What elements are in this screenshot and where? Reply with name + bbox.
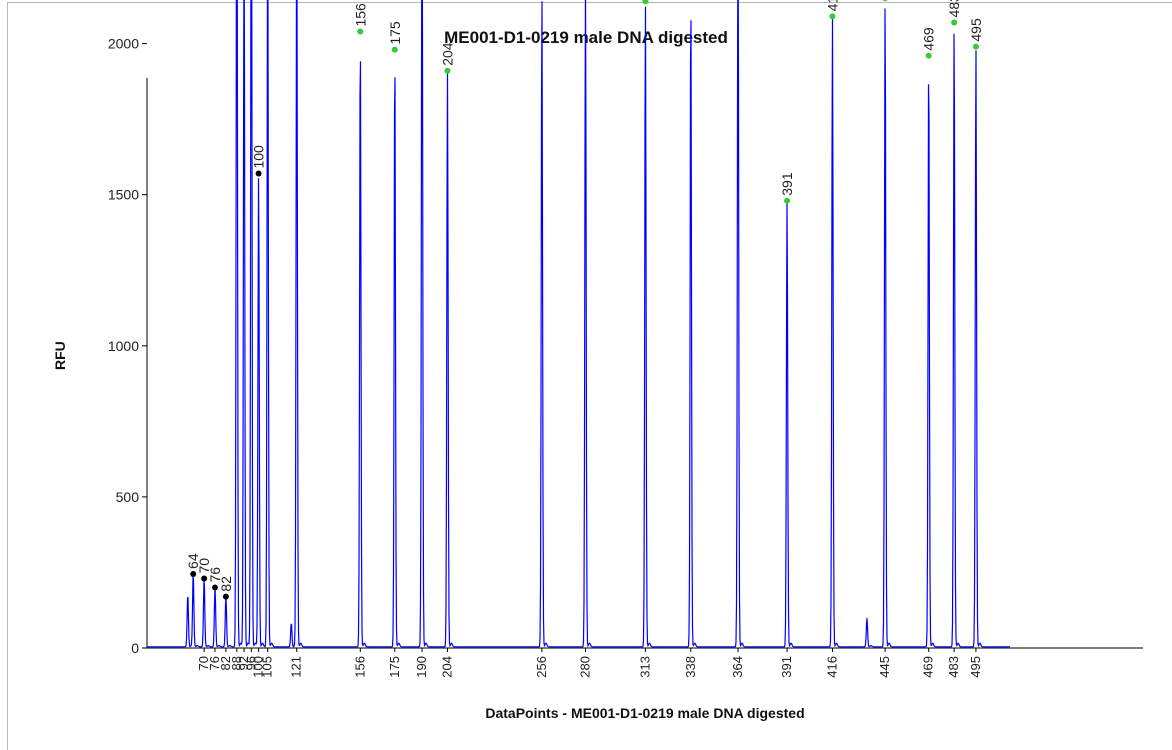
- x-tick-label: 190: [414, 656, 429, 678]
- peak-label: 82: [218, 576, 234, 592]
- peak-label: 70: [196, 558, 212, 574]
- x-tick-label: 70: [196, 656, 211, 670]
- peak-marker: [642, 0, 649, 5]
- x-tick-label: 156: [352, 656, 367, 678]
- peak-label: 483: [946, 0, 962, 17]
- peak-label: 416: [824, 0, 840, 11]
- x-tick-label: 469: [921, 656, 936, 678]
- y-tick-label: 0: [131, 640, 139, 656]
- x-tick-label: 92: [236, 656, 251, 670]
- x-tick-label: 204: [439, 656, 454, 678]
- peak-label: 100: [251, 145, 267, 169]
- x-tick-label: 88: [229, 656, 244, 670]
- peak-marker: [255, 170, 262, 177]
- peak-marker: [201, 575, 208, 582]
- x-tick-label: 364: [730, 656, 745, 678]
- axes: 0500100015002000250030003500: [108, 36, 1143, 656]
- chart-frame: [7, 2, 1172, 750]
- peak-marker: [391, 46, 398, 53]
- x-tick-label: 338: [683, 656, 698, 678]
- x-tick-label: 391: [779, 656, 794, 678]
- peak-label-layer: 6470768288929610010512115617519020425628…: [185, 0, 984, 592]
- peak-label: 495: [968, 18, 984, 42]
- peak-marker: [972, 43, 979, 50]
- peak-label: 156: [352, 3, 368, 27]
- x-tick-label: 416: [824, 656, 839, 678]
- peak-marker: [829, 13, 836, 20]
- peak-marker: [784, 197, 791, 204]
- peak-marker: [882, 0, 888, 2]
- peak-marker: [190, 570, 197, 577]
- y-tick-label: 1000: [108, 338, 139, 354]
- x-tick-label: 100: [251, 656, 266, 678]
- x-tick-label: 175: [387, 656, 402, 678]
- x-tick-label: 82: [218, 656, 233, 670]
- x-tick-label: 445: [877, 656, 892, 678]
- peak-marker: [444, 67, 451, 74]
- x-tick-label: 96: [243, 656, 258, 670]
- peak-marker: [357, 28, 364, 35]
- peak-marker: [951, 19, 958, 26]
- x-tick-label: 105: [260, 656, 275, 678]
- peak-label: 204: [439, 42, 455, 66]
- trace-layer: [147, 0, 1010, 648]
- y-tick-label: 500: [116, 489, 140, 505]
- x-axis-label: DataPoints - ME001-D1-0219 male DNA dige…: [485, 705, 805, 721]
- peak-marker: [222, 593, 229, 600]
- peak-marker: [925, 52, 932, 59]
- peak-label: 391: [779, 172, 795, 196]
- peak-label: 64: [185, 553, 201, 569]
- x-tick-label: 280: [577, 656, 592, 678]
- x-tick-label: 256: [534, 656, 549, 678]
- peak-label: 175: [387, 21, 403, 45]
- peak-label: 76: [207, 567, 223, 583]
- y-tick-label: 1500: [108, 187, 139, 203]
- x-tick-label: 313: [637, 656, 652, 678]
- peak-label: 469: [921, 27, 937, 51]
- y-tick-label: 2000: [108, 36, 139, 52]
- x-tick-label: 483: [946, 656, 961, 678]
- peak-marker: [212, 584, 219, 591]
- x-tick-label: 495: [968, 656, 983, 678]
- signal-trace: [147, 0, 1010, 648]
- marker-layer: [190, 0, 979, 600]
- x-tick-label: 76: [207, 656, 222, 670]
- x-tick-label: 121: [289, 656, 304, 678]
